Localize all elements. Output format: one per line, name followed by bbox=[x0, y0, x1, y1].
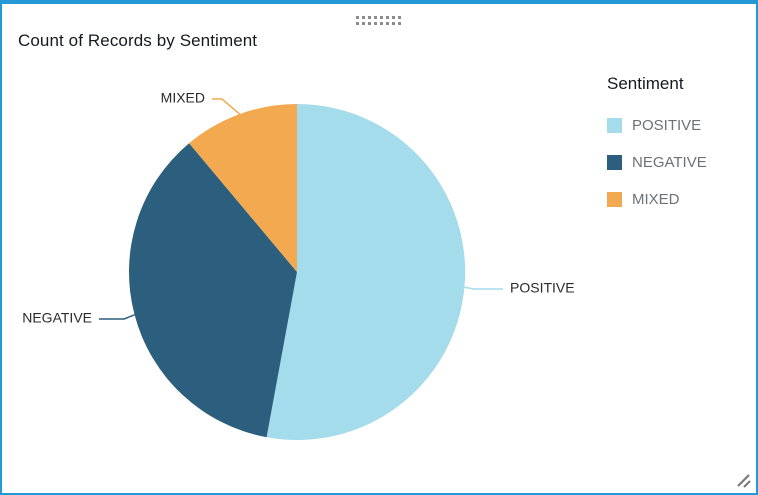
legend-item-positive[interactable]: POSITIVE bbox=[607, 117, 756, 134]
legend-items: POSITIVE NEGATIVE MIXED bbox=[607, 117, 756, 208]
pie-chart[interactable]: POSITIVE NEGATIVE MIXED bbox=[2, 4, 756, 493]
legend-item-label: MIXED bbox=[632, 191, 680, 208]
legend-swatch-mixed bbox=[607, 192, 622, 207]
visual-title: Count of Records by Sentiment bbox=[18, 31, 258, 50]
drag-handle-icon[interactable] bbox=[356, 16, 401, 25]
resize-handle-icon[interactable] bbox=[733, 470, 753, 490]
leader-line-negative bbox=[99, 314, 135, 320]
legend-title: Sentiment bbox=[607, 74, 684, 93]
legend-swatch-positive bbox=[607, 118, 622, 133]
legend: Sentiment POSITIVE NEGATIVE MIXED bbox=[607, 74, 756, 208]
legend-item-mixed[interactable]: MIXED bbox=[607, 191, 756, 208]
legend-item-negative[interactable]: NEGATIVE bbox=[607, 154, 756, 171]
slice-label-positive: POSITIVE bbox=[510, 280, 575, 296]
leader-line-positive bbox=[464, 286, 503, 290]
pie-slice-mixed[interactable] bbox=[189, 103, 297, 272]
legend-item-label: NEGATIVE bbox=[632, 154, 707, 171]
legend-item-label: POSITIVE bbox=[632, 117, 702, 134]
slice-label-negative: NEGATIVE bbox=[22, 310, 92, 326]
slice-label-mixed: MIXED bbox=[161, 90, 205, 106]
leader-line-mixed bbox=[212, 98, 241, 115]
pie-slice-positive[interactable] bbox=[266, 103, 466, 440]
legend-swatch-negative bbox=[607, 155, 622, 170]
pie-slice-negative[interactable] bbox=[128, 143, 297, 438]
